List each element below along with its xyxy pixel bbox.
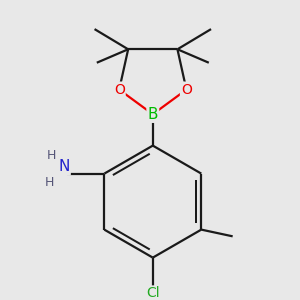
Text: H: H bbox=[45, 176, 54, 189]
Text: N: N bbox=[58, 159, 70, 174]
Text: O: O bbox=[181, 82, 192, 97]
Text: Cl: Cl bbox=[146, 286, 160, 300]
Text: B: B bbox=[148, 107, 158, 122]
Text: O: O bbox=[114, 82, 124, 97]
Text: H: H bbox=[47, 149, 56, 162]
